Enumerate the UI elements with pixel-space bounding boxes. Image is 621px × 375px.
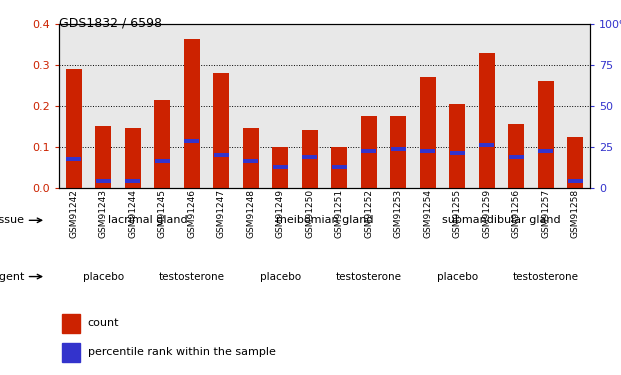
- Bar: [154, 100, 170, 188]
- Bar: [391, 147, 406, 151]
- Text: testosterone: testosterone: [336, 272, 402, 282]
- Bar: [420, 149, 435, 153]
- Text: tissue: tissue: [0, 215, 25, 225]
- Bar: [213, 74, 229, 188]
- Text: percentile rank within the sample: percentile rank within the sample: [88, 347, 276, 357]
- Bar: [420, 77, 436, 188]
- Bar: [184, 139, 199, 142]
- Bar: [302, 155, 317, 159]
- Bar: [538, 81, 554, 188]
- Bar: [449, 104, 465, 188]
- Bar: [214, 153, 229, 157]
- Bar: [125, 179, 140, 183]
- Bar: [361, 116, 377, 188]
- Bar: [508, 124, 524, 188]
- Text: GDS1832 / 6598: GDS1832 / 6598: [59, 17, 162, 30]
- Bar: [243, 159, 258, 163]
- Text: placebo: placebo: [437, 272, 478, 282]
- Bar: [272, 147, 288, 188]
- Bar: [273, 165, 288, 169]
- Bar: [538, 149, 553, 153]
- Bar: [331, 147, 347, 188]
- Text: placebo: placebo: [260, 272, 301, 282]
- Bar: [509, 155, 524, 159]
- Bar: [62, 314, 79, 333]
- Bar: [450, 151, 465, 155]
- Bar: [184, 39, 200, 188]
- Text: testosterone: testosterone: [513, 272, 579, 282]
- Bar: [479, 142, 494, 147]
- Bar: [95, 126, 111, 188]
- Bar: [479, 53, 495, 188]
- Bar: [66, 69, 82, 188]
- Bar: [125, 128, 141, 188]
- Bar: [361, 149, 376, 153]
- Bar: [96, 179, 111, 183]
- Text: testosterone: testosterone: [159, 272, 225, 282]
- Bar: [568, 179, 582, 183]
- Bar: [332, 165, 347, 169]
- Text: meibomian gland: meibomian gland: [276, 215, 373, 225]
- Text: placebo: placebo: [83, 272, 124, 282]
- Bar: [155, 159, 170, 163]
- Bar: [243, 128, 259, 188]
- Bar: [390, 116, 406, 188]
- Text: agent: agent: [0, 272, 25, 282]
- Text: lacrimal gland: lacrimal gland: [107, 215, 188, 225]
- Bar: [567, 136, 583, 188]
- Text: count: count: [88, 318, 119, 328]
- Bar: [302, 130, 318, 188]
- Bar: [66, 157, 81, 161]
- Text: submandibular gland: submandibular gland: [442, 215, 561, 225]
- Bar: [62, 343, 79, 362]
